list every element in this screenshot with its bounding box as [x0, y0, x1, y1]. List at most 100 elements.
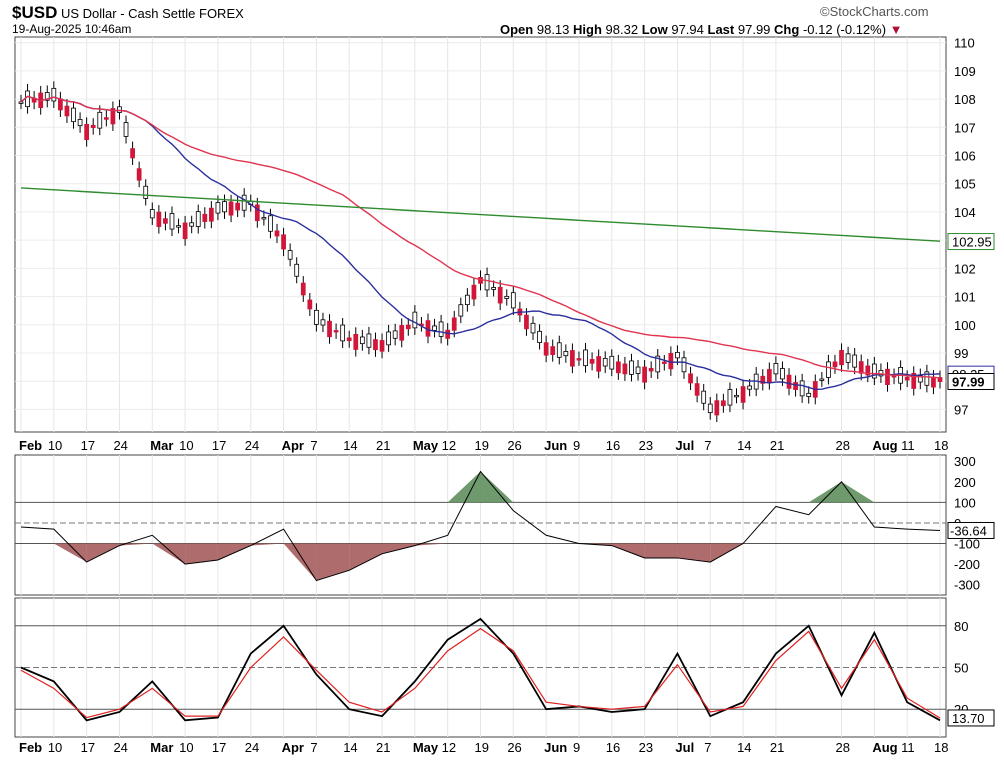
price-tag-label: 97.99 — [952, 374, 985, 389]
timestamp: 19-Aug-2025 10:46am — [12, 22, 132, 36]
quote-bar: Open 98.13 High 98.32 Low 97.94 Last 97.… — [500, 22, 903, 37]
candle-body — [845, 353, 851, 363]
candle-body — [327, 320, 332, 338]
candle-body — [189, 222, 195, 227]
x-tick-label: 10 — [179, 438, 193, 453]
x-tick-label: 10 — [48, 438, 62, 453]
candle-body — [931, 376, 936, 388]
candle-body — [688, 373, 693, 384]
y-tick-label: 107 — [954, 120, 976, 135]
candle-body — [793, 382, 798, 390]
y-tick-label: 50 — [954, 661, 968, 676]
candle-body — [300, 282, 306, 296]
x-tick-label: 7 — [704, 438, 711, 453]
candle-body — [701, 390, 707, 404]
cci-negative-fill — [53, 543, 87, 563]
candle-body — [149, 209, 155, 219]
candle-body — [734, 394, 739, 398]
candle-body — [366, 333, 372, 348]
candle-body — [163, 218, 168, 224]
candle-body — [261, 217, 267, 220]
y-tick-label: 108 — [954, 92, 976, 107]
candle-body — [90, 124, 96, 129]
x-tick-label: Feb — [19, 740, 42, 755]
x-tick-label: 11 — [901, 740, 915, 755]
x-tick-label: Apr — [282, 740, 304, 755]
candle-body — [117, 106, 122, 113]
candle-body — [136, 168, 142, 181]
candle-body — [806, 392, 812, 397]
x-tick-label: 9 — [573, 740, 580, 755]
candle-body — [543, 342, 549, 356]
candle-body — [195, 211, 201, 227]
y-tick-label: 105 — [954, 177, 976, 192]
cci-negative-fill — [349, 543, 383, 571]
exchange: FOREX — [199, 6, 244, 21]
y-tick-label: 80 — [954, 619, 968, 634]
candle-body — [333, 330, 339, 333]
candle-body — [458, 304, 464, 317]
candle-body — [359, 336, 365, 345]
x-tick-label: 24 — [113, 438, 127, 453]
x-tick-label: 21 — [376, 438, 390, 453]
x-tick-label: 24 — [245, 740, 259, 755]
candle-body — [320, 319, 326, 326]
candle-body — [399, 325, 405, 341]
candle-body — [340, 324, 346, 342]
candle-body — [373, 339, 378, 351]
candle-body — [64, 105, 70, 117]
cci-line — [20, 470, 941, 582]
x-tick-label: 19 — [475, 438, 489, 453]
candle-body — [904, 377, 910, 381]
candle-body — [307, 299, 313, 310]
x-tick-label: Jun — [544, 438, 567, 453]
candle-body — [281, 234, 286, 250]
x-tick-label: May — [413, 740, 439, 755]
x-tick-label: 17 — [212, 740, 226, 755]
candle-body — [451, 317, 457, 331]
candle-body — [143, 185, 149, 199]
x-tick-label: 10 — [179, 740, 193, 755]
candle-body — [471, 284, 477, 300]
candle-body — [727, 389, 733, 406]
candle-body — [740, 386, 746, 403]
candle-body — [123, 122, 129, 137]
candle-body — [51, 87, 57, 102]
candle-body — [412, 311, 418, 329]
candle-body — [707, 403, 713, 414]
x-tick-label: 23 — [639, 740, 653, 755]
candle-body — [799, 380, 805, 397]
candle-body — [615, 361, 621, 374]
y-tick-label: 100 — [954, 495, 976, 510]
candle-body — [681, 357, 687, 373]
candle-body — [77, 119, 83, 127]
candle-body — [294, 263, 300, 277]
candle-body — [254, 204, 260, 222]
candle-body — [583, 349, 588, 367]
candle-body — [760, 375, 766, 384]
x-tick-label: 17 — [81, 438, 95, 453]
down-arrow-icon: ▼ — [889, 22, 903, 37]
x-tick-label: 12 — [442, 740, 456, 755]
candle-body — [222, 201, 227, 213]
candle-body — [780, 368, 785, 380]
x-tick-label: 10 — [48, 740, 62, 755]
x-tick-label: 21 — [376, 740, 390, 755]
x-tick-label: 26 — [507, 740, 521, 755]
source-watermark: ©StockCharts.com — [820, 4, 929, 19]
candle-body — [556, 342, 562, 358]
cci-negative-fill — [250, 543, 284, 546]
x-tick-label: 26 — [507, 438, 521, 453]
candle-body — [392, 330, 398, 339]
cci-positive-fill — [447, 471, 481, 503]
x-tick-label: 14 — [343, 740, 357, 755]
candle-body — [911, 372, 917, 389]
candle-body — [379, 340, 385, 352]
candle-body — [176, 225, 181, 228]
x-tick-label: Jun — [544, 740, 567, 755]
candle-body — [865, 365, 871, 376]
candle-body — [268, 215, 273, 232]
stoch-d-line — [20, 627, 941, 719]
candle-body — [445, 329, 451, 339]
